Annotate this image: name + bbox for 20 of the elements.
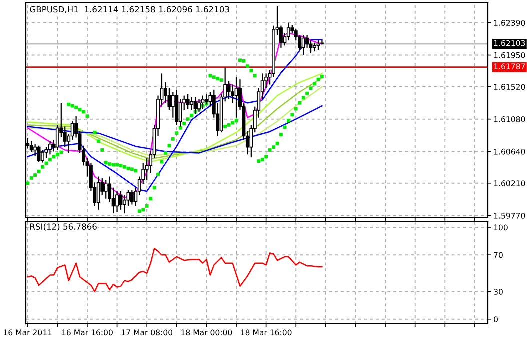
- candlestick: [130, 189, 134, 206]
- candlestick: [190, 96, 194, 112]
- candlestick: [34, 144, 38, 157]
- candlestick: [96, 176, 100, 210]
- chart-title: RSI(12) 56.7866: [30, 224, 97, 231]
- candlestick: [286, 22, 290, 42]
- candlestick: [309, 40, 313, 54]
- candlestick: [186, 94, 190, 110]
- candlestick: [30, 140, 34, 154]
- candlestick: [231, 84, 235, 104]
- candlestick: [41, 150, 44, 164]
- chart-title: GBPUSD,H1 1.62114 1.62158 1.62096 1.62103: [30, 6, 230, 14]
- candlestick: [171, 92, 175, 118]
- candlestick: [116, 190, 120, 213]
- candlestick: [48, 140, 52, 156]
- candlestick: [302, 34, 306, 56]
- line-series: [27, 248, 323, 292]
- candlestick: [37, 145, 41, 163]
- candlestick: [227, 80, 231, 100]
- candlestick: [104, 180, 108, 200]
